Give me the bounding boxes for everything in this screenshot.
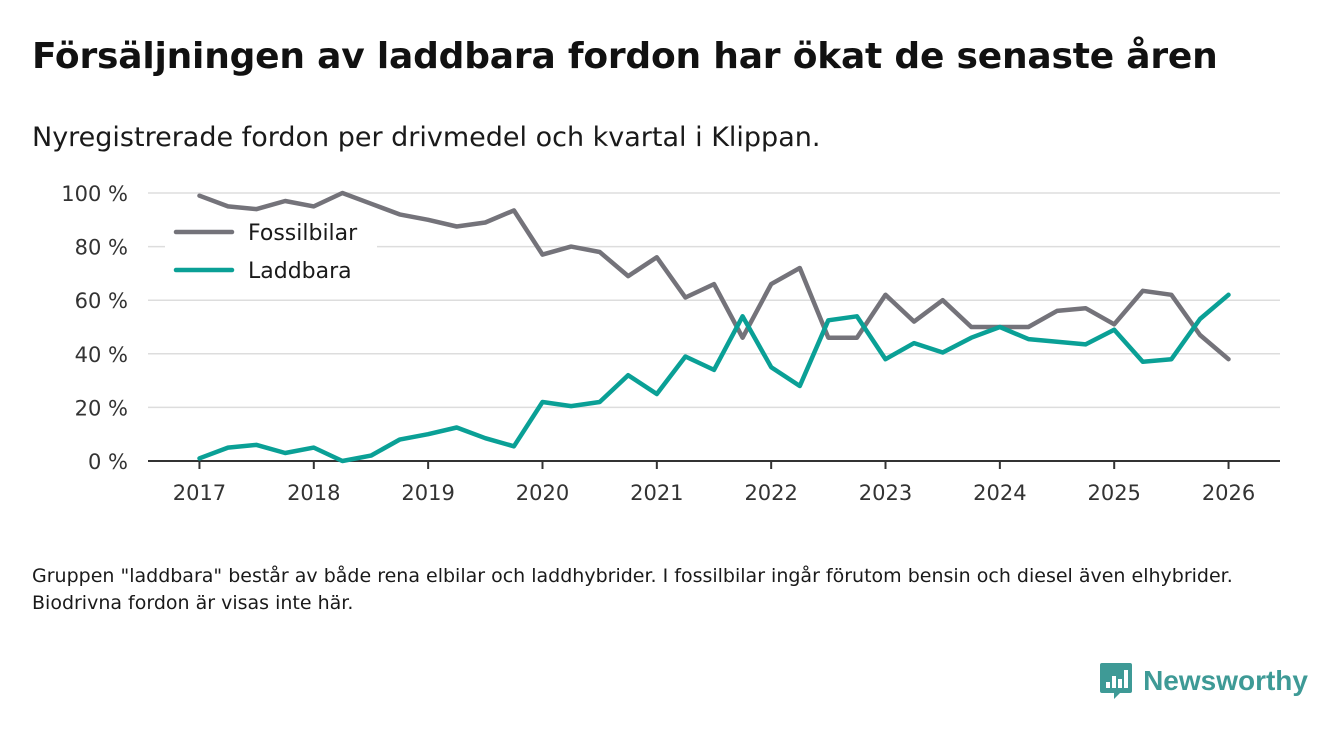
chart-title: Försäljningen av laddbara fordon har öka… <box>32 36 1218 77</box>
y-tick-label: 0 % <box>88 450 128 474</box>
brand-logo: Newsworthy <box>1099 662 1308 700</box>
x-tick-label: 2025 <box>1087 481 1140 505</box>
y-tick-label: 20 % <box>75 396 128 420</box>
bar-chart-chat-icon <box>1100 663 1133 699</box>
x-tick-label: 2017 <box>173 481 226 505</box>
line-chart: 0 % 20 % 40 % 60 % 80 % 100 % 2017 2018 2019 2020… <box>61 182 1280 505</box>
y-tick-label: 100 % <box>61 182 128 206</box>
brand-name: Newsworthy <box>1143 665 1308 696</box>
x-tick-label: 2024 <box>973 481 1026 505</box>
x-tick-label: 2018 <box>287 481 340 505</box>
x-tick-label: 2021 <box>630 481 683 505</box>
x-tick-label: 2023 <box>859 481 912 505</box>
legend-label: Fossilbilar <box>248 221 358 246</box>
y-tick-label: 60 % <box>75 289 128 313</box>
x-tick-label: 2022 <box>744 481 797 505</box>
axes: 0 % 20 % 40 % 60 % 80 % 100 % 2017 2018 2019 2020… <box>61 182 1280 505</box>
legend-background <box>165 214 377 290</box>
legend: Fossilbilar Laddbara <box>165 214 377 290</box>
y-tick-label: 80 % <box>75 236 128 260</box>
x-tick-label: 2020 <box>516 481 569 505</box>
legend-label: Laddbara <box>248 259 352 284</box>
y-tick-label: 40 % <box>75 343 128 367</box>
series-lines <box>197 190 1231 464</box>
series-line-fossilbilar <box>197 190 1231 362</box>
chart-subtitle: Nyregistrerade fordon per drivmedel och … <box>32 122 821 153</box>
x-tick-label: 2019 <box>401 481 454 505</box>
series-line-laddbara <box>197 292 1231 464</box>
x-tick-label: 2026 <box>1202 481 1255 505</box>
footnote: Gruppen "laddbara" består av både rena e… <box>32 565 1233 614</box>
